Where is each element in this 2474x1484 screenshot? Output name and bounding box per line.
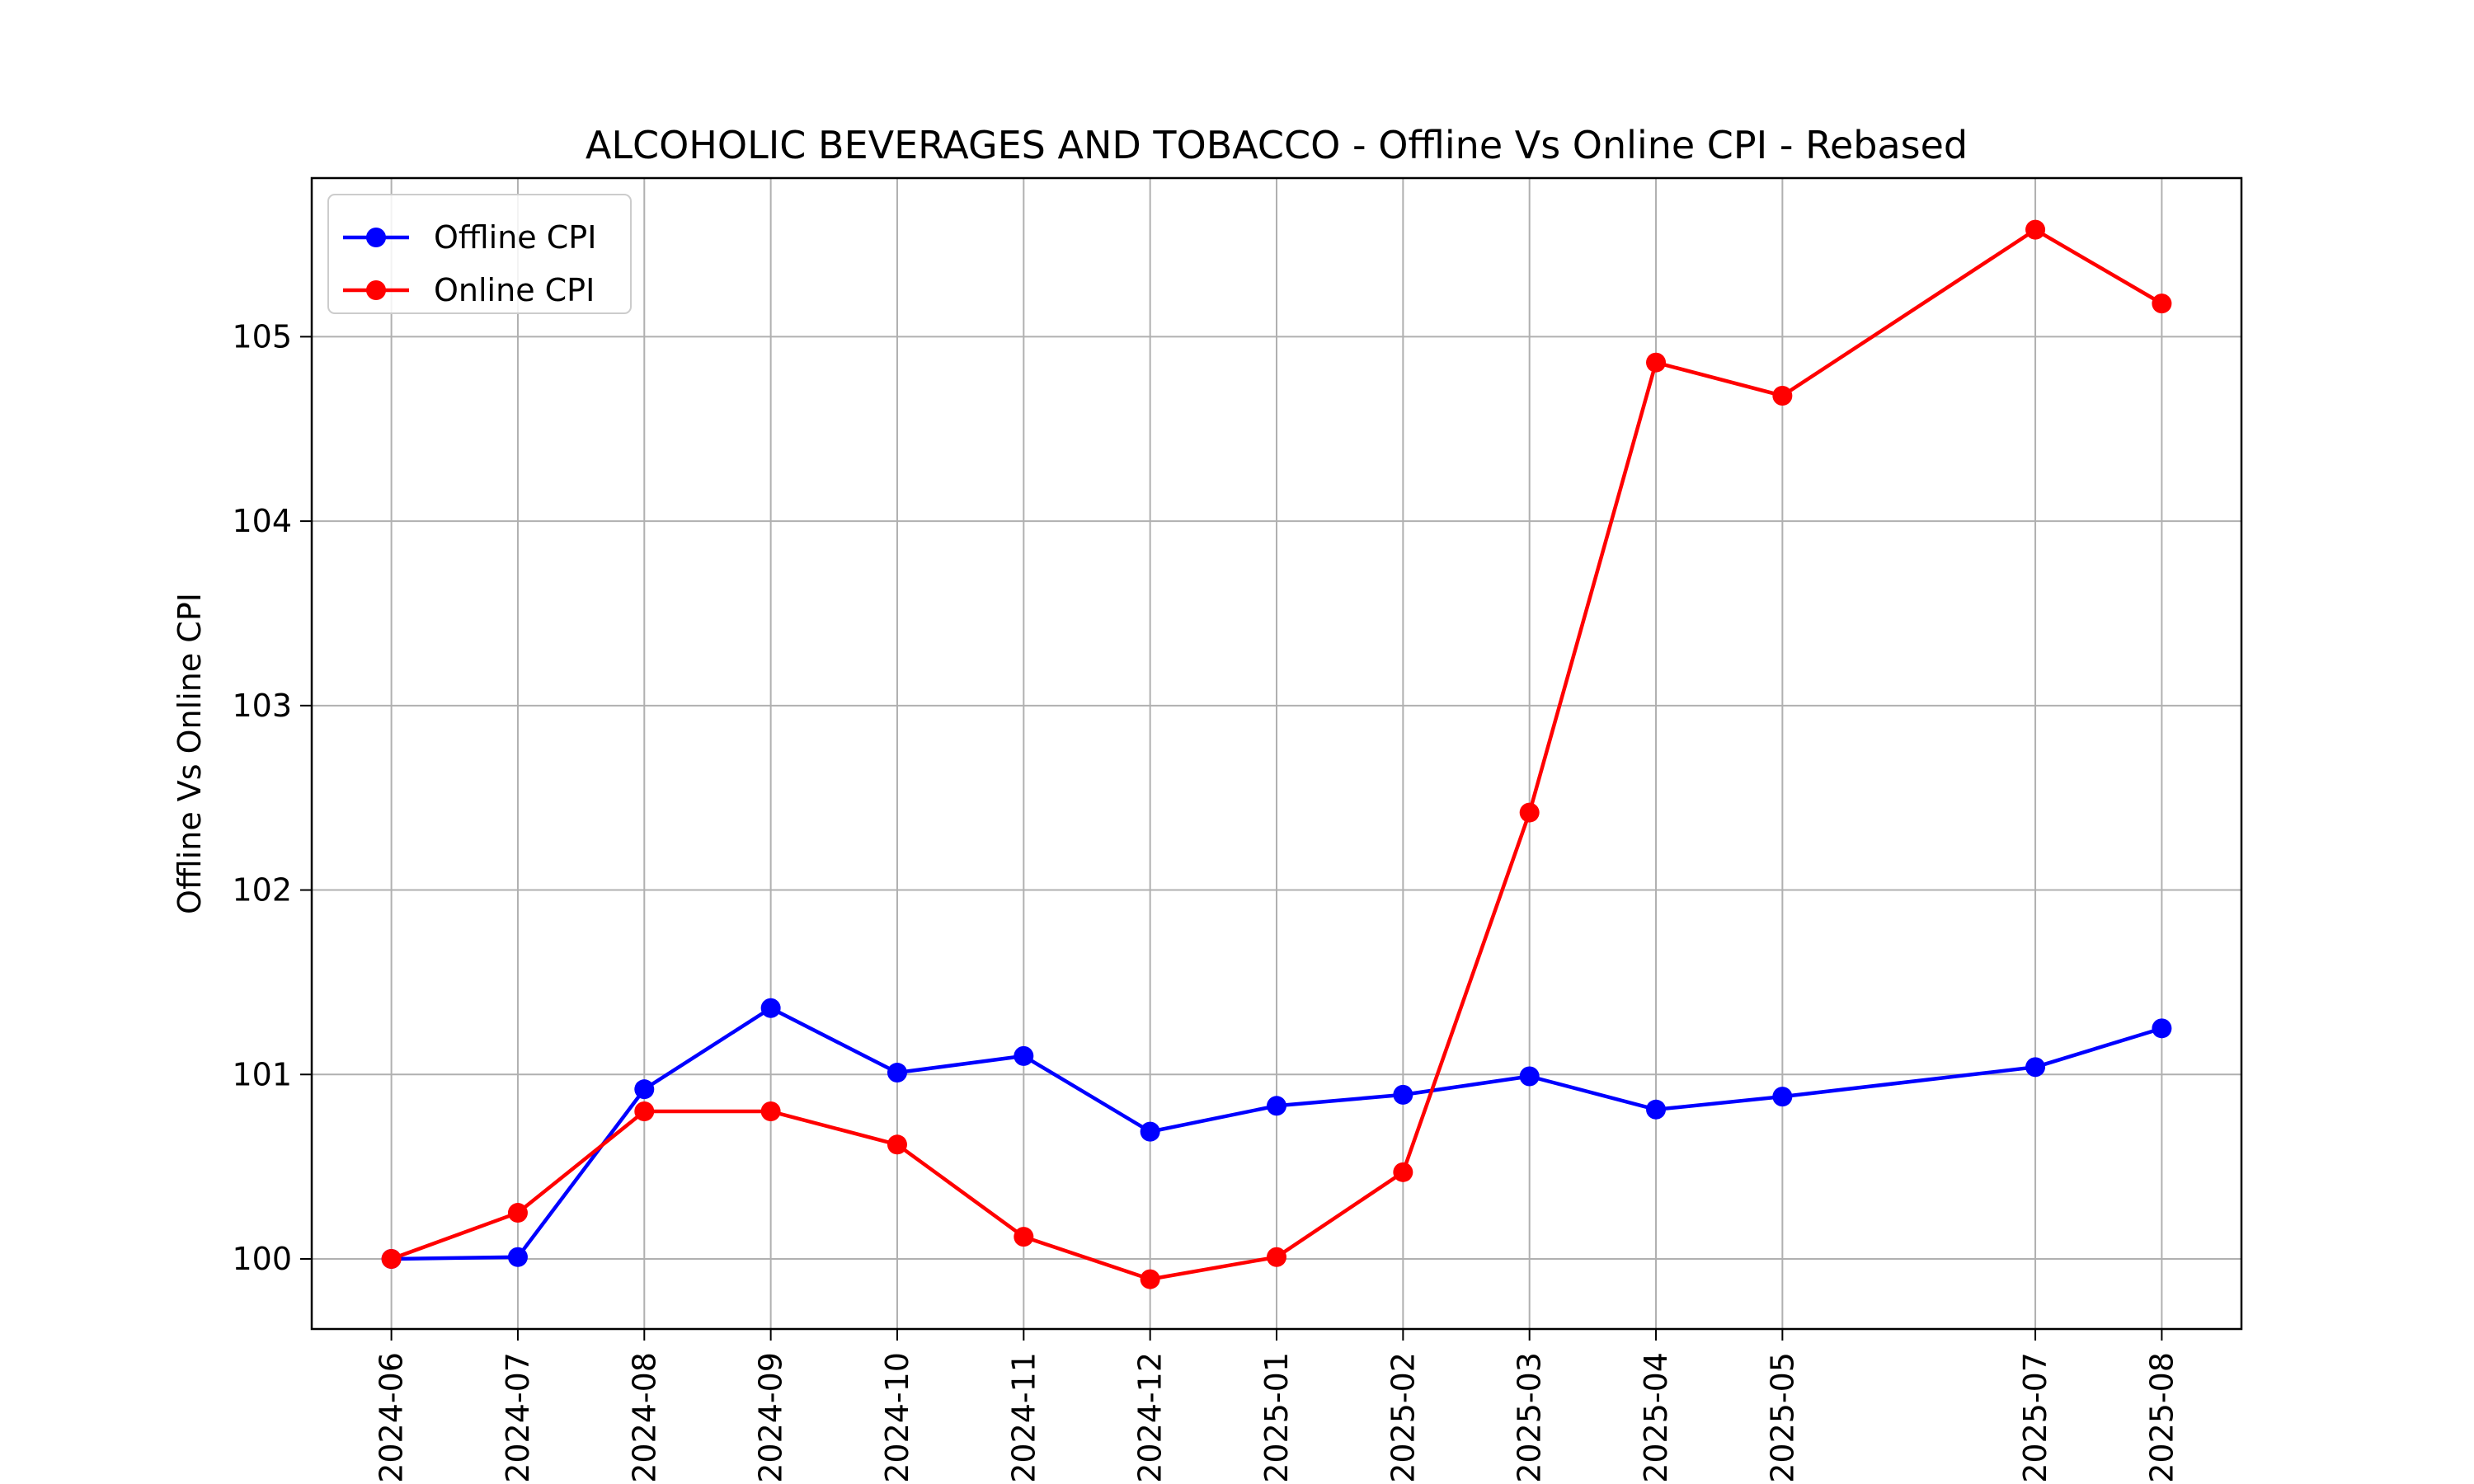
legend-label: Offline CPI: [434, 219, 596, 256]
data-point: [507, 1247, 528, 1267]
data-point: [1140, 1269, 1160, 1289]
data-point: [1646, 352, 1667, 373]
legend-box: [327, 194, 632, 314]
x-tick-label: 2024-06: [374, 1352, 410, 1483]
data-point: [1014, 1227, 1034, 1247]
x-tick-label: 2025-05: [1764, 1352, 1800, 1483]
data-point: [1267, 1247, 1286, 1267]
y-tick-label: 102: [232, 872, 292, 909]
data-point: [2152, 1018, 2172, 1039]
x-tick-label: 2025-03: [1512, 1352, 1548, 1483]
x-tick-label: 2025-07: [2017, 1352, 2053, 1483]
x-tick-label: 2024-07: [500, 1352, 536, 1483]
data-point: [634, 1101, 655, 1122]
y-tick-label: 104: [232, 503, 292, 539]
series-line: [391, 1006, 2163, 1261]
data-point: [760, 998, 781, 1018]
data-point: [2025, 1057, 2046, 1078]
data-point: [1646, 1099, 1667, 1120]
data-point: [634, 1079, 655, 1100]
data-point: [1519, 802, 1540, 823]
data-point: [1772, 385, 1793, 406]
data-point: [1267, 1096, 1286, 1116]
data-point: [887, 1063, 907, 1083]
x-tick-label: 2024-10: [879, 1352, 915, 1483]
y-tick-label: 101: [232, 1056, 292, 1092]
legend-marker: [366, 228, 386, 247]
data-point: [2152, 294, 2172, 314]
data-point: [381, 1248, 402, 1269]
data-point: [1014, 1045, 1034, 1066]
data-point: [887, 1134, 907, 1155]
series-layer: [381, 219, 2172, 1289]
x-tick-label: 2025-04: [1638, 1352, 1674, 1483]
x-tick-label: 2025-01: [1258, 1352, 1295, 1483]
x-tick-label: 2024-08: [626, 1352, 662, 1483]
series-line: [390, 228, 2163, 1281]
data-point: [1393, 1162, 1413, 1182]
x-tick-label: 2024-11: [1005, 1352, 1042, 1483]
y-axis-label: Offline Vs Online CPI: [172, 593, 208, 914]
x-tick-label: 2025-02: [1385, 1352, 1421, 1483]
data-point: [760, 1101, 781, 1122]
data-point: [1519, 1066, 1540, 1087]
y-tick-label: 103: [232, 688, 292, 724]
data-point: [2025, 219, 2046, 240]
data-point: [1772, 1087, 1793, 1107]
legend-marker: [366, 280, 386, 300]
chart-title: ALCOHOLIC BEVERAGES AND TOBACCO - Offlin…: [586, 123, 1968, 167]
x-tick-label: 2025-08: [2143, 1352, 2180, 1483]
data-point: [1393, 1084, 1413, 1105]
y-tick-label: 100: [232, 1241, 292, 1277]
x-tick-label: 2024-12: [1132, 1352, 1169, 1483]
x-tick-label: 2024-09: [753, 1352, 789, 1483]
data-point: [507, 1203, 528, 1223]
legend: Offline CPI Online CPI: [327, 194, 632, 314]
axes: 2024-06 2024-07 2024-08 2024-09 2024-10 2024-…: [232, 318, 2180, 1482]
data-point: [1140, 1121, 1160, 1142]
legend-label: Online CPI: [434, 272, 595, 308]
y-tick-label: 105: [232, 318, 292, 355]
